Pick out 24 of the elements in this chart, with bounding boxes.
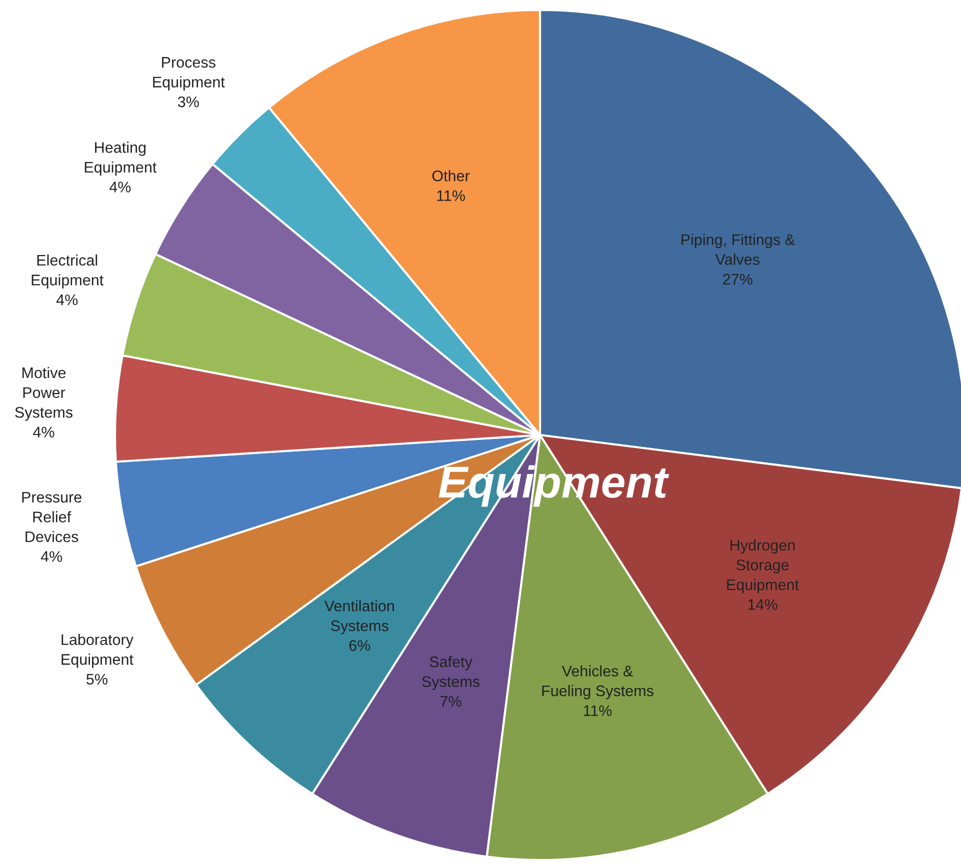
data-label: 4% [109,182,131,192]
data-label: 4% [33,426,54,438]
slice-label: Other [432,170,470,182]
data-label: 14% [748,599,778,610]
data-label: 7% [440,696,462,707]
data-label: 11% [584,705,612,716]
slice-label: Laboratory Equipment [62,634,134,668]
data-label: 4% [56,294,78,306]
slice-label: Ventilation Systems [324,600,394,634]
data-label: 3% [178,96,199,108]
slice-label: Motive Power Systems [15,366,72,421]
slice-label: Pressure Relief Devices [22,492,82,542]
slice-label: Electrical Equipment [32,254,104,288]
slice-label: Process Equipment [153,57,225,91]
data-label: 11% [437,190,465,202]
slice-label: Heating Equipment [84,142,157,176]
data-label: 6% [349,640,370,651]
data-label: 5% [86,674,108,685]
data-label: 4% [40,551,62,562]
data-label: 27% [723,274,752,285]
slice-label: Piping, Fittings & Valves [682,234,795,265]
slice-label: Hydrogen Storage Equipment [727,539,799,594]
slice-label: Safety Systems [422,656,480,690]
slice-label: Vehicles & Fueling Systems [542,665,654,700]
